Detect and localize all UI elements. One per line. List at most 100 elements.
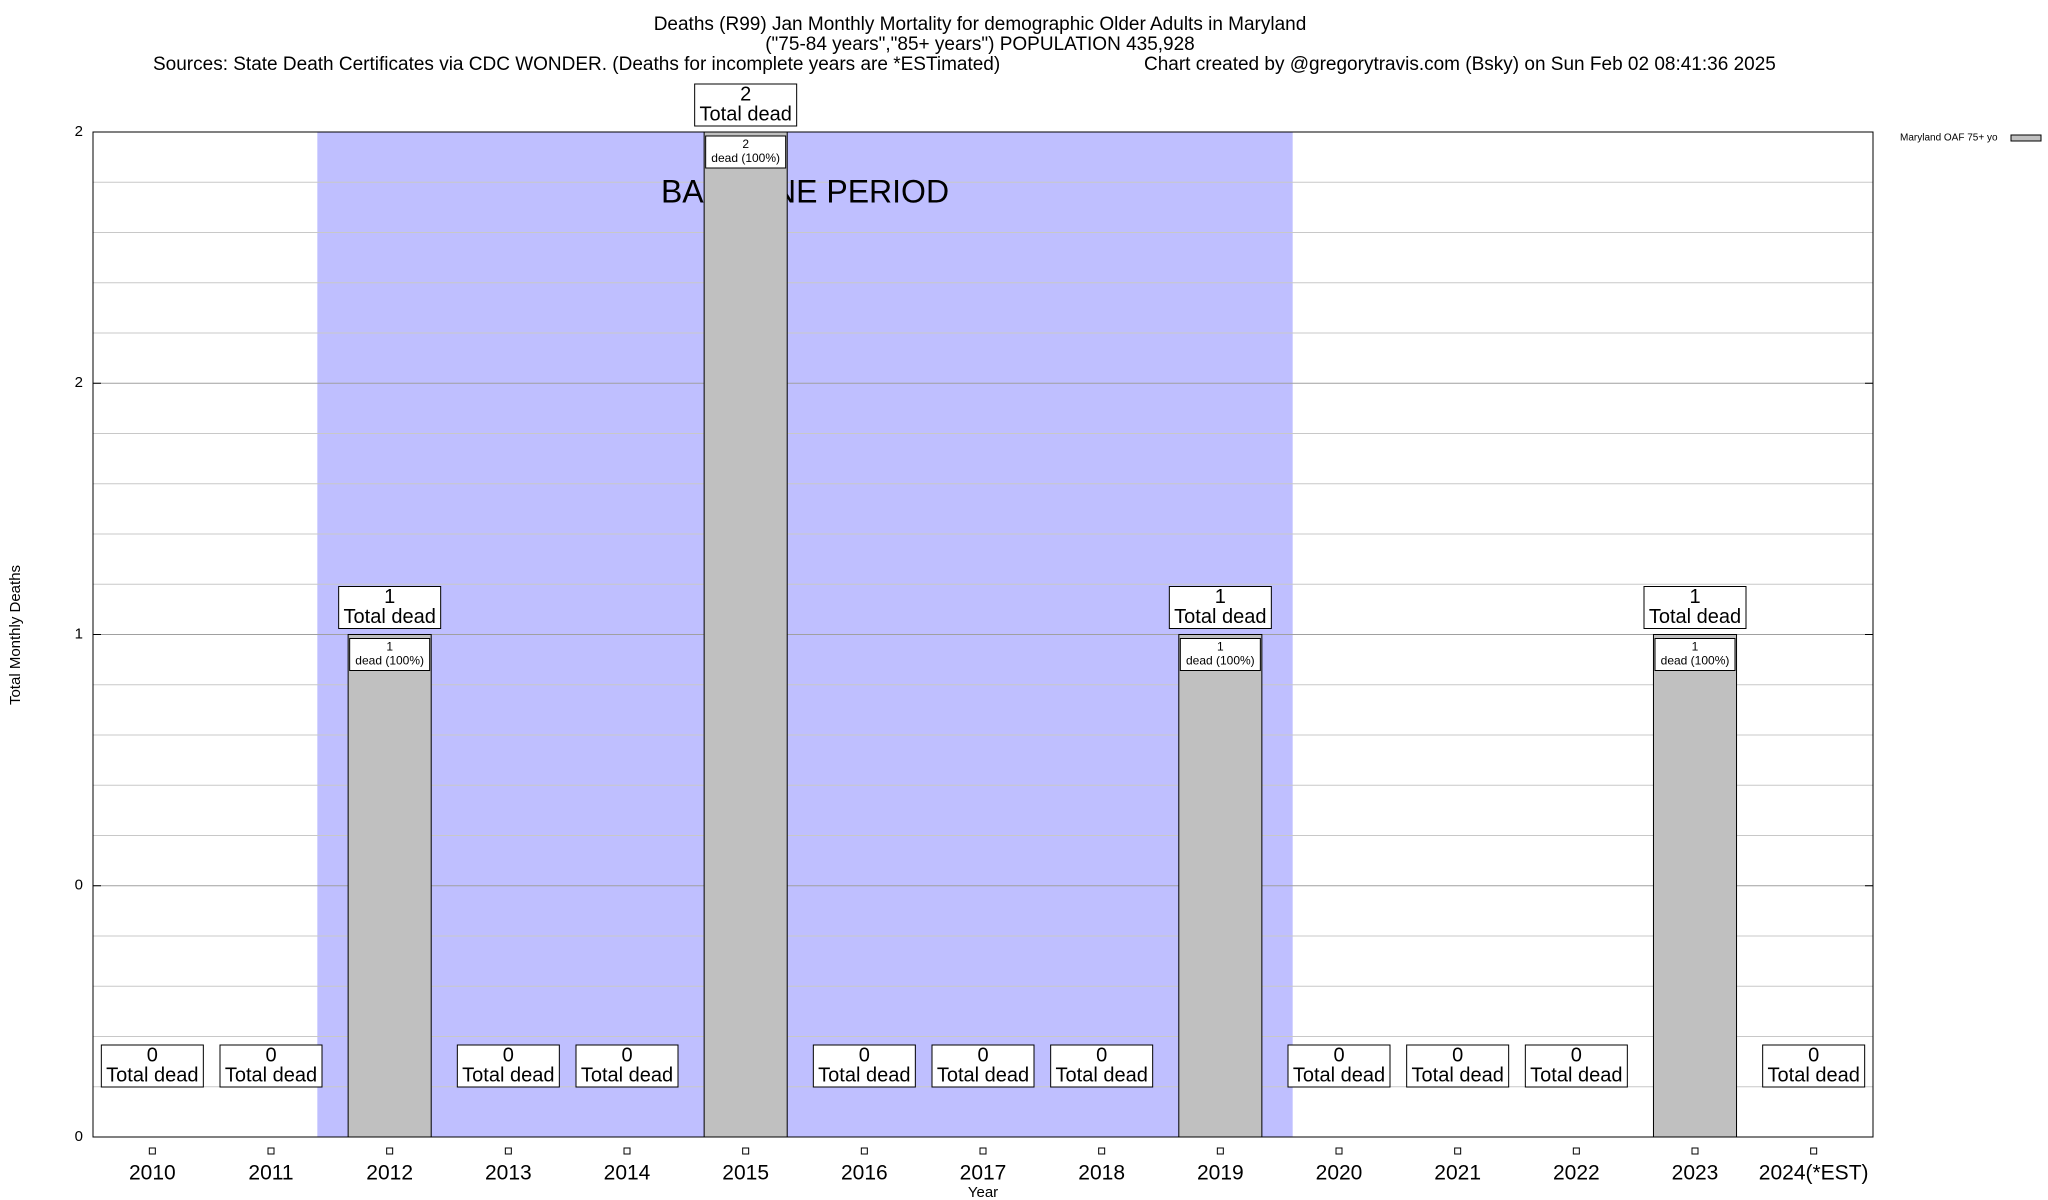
x-tick-label: 2020 — [1316, 1162, 1363, 1185]
bar — [347, 634, 432, 1138]
segment-label: dead (100%) — [1186, 654, 1255, 668]
total-label-box — [1406, 1044, 1510, 1088]
x-tick-label: 2022 — [1553, 1162, 1600, 1185]
x-tick — [742, 1147, 750, 1155]
total-label-box — [575, 1044, 679, 1088]
y-tick-label: 2 — [75, 123, 83, 140]
x-tick — [1572, 1147, 1580, 1155]
total-label-box — [338, 586, 442, 629]
total-label: Total dead — [1293, 1064, 1385, 1086]
total-label-box — [931, 1044, 1035, 1088]
x-tick-label: 2017 — [960, 1162, 1007, 1185]
total-value-label: 0 — [1452, 1044, 1463, 1066]
total-label: Total dead — [700, 103, 792, 125]
total-label: Total dead — [106, 1064, 198, 1086]
total-label-box — [694, 83, 798, 127]
x-axis-label: Year — [968, 1184, 998, 1200]
plot-frame — [92, 131, 1874, 1138]
total-label-box — [456, 1044, 560, 1088]
x-tick-label: 2019 — [1197, 1162, 1244, 1185]
total-label-box — [1524, 1044, 1628, 1088]
x-tick-label: 2023 — [1672, 1162, 1719, 1185]
total-label: Total dead — [818, 1064, 910, 1086]
x-tick-label: 2013 — [485, 1162, 532, 1185]
legend-label: Maryland OAF 75+ yo — [1900, 133, 1998, 144]
x-tick — [504, 1147, 512, 1155]
legend-swatch — [2010, 134, 2042, 142]
segment-value-label: 2 — [742, 137, 749, 151]
segment-label-box — [705, 135, 787, 169]
x-tick — [1216, 1147, 1224, 1155]
total-value-label: 1 — [1689, 586, 1700, 608]
segment-label-box — [1179, 638, 1261, 671]
total-label-box — [1643, 586, 1747, 629]
segment-label: dead (100%) — [355, 654, 424, 668]
total-label-box — [1050, 1044, 1154, 1088]
total-label: Total dead — [1174, 606, 1266, 628]
x-tick-label: 2018 — [1078, 1162, 1125, 1185]
x-tick-label: 2016 — [841, 1162, 888, 1185]
x-tick-label: 2010 — [129, 1162, 176, 1185]
x-tick-label: 2024(*EST) — [1759, 1162, 1869, 1185]
chart-title: Deaths (R99) Jan Monthly Mortality for d… — [654, 14, 1307, 35]
segment-label-box — [1654, 638, 1736, 671]
x-tick — [979, 1147, 987, 1155]
bar — [1178, 634, 1263, 1138]
x-tick — [148, 1147, 156, 1155]
total-label: Total dead — [937, 1064, 1029, 1086]
total-label: Total dead — [1530, 1064, 1622, 1086]
total-label-box — [1287, 1044, 1391, 1088]
total-value-label: 0 — [147, 1044, 158, 1066]
total-value-label: 0 — [503, 1044, 514, 1066]
total-label: Total dead — [1768, 1064, 1860, 1086]
total-value-label: 1 — [1215, 586, 1226, 608]
x-tick — [1454, 1147, 1462, 1155]
total-label-box — [812, 1044, 916, 1088]
segment-value-label: 1 — [1217, 640, 1224, 654]
segment-label: dead (100%) — [711, 151, 780, 165]
total-label: Total dead — [462, 1064, 554, 1086]
total-label-box — [100, 1044, 204, 1088]
total-value-label: 1 — [384, 586, 395, 608]
total-value-label: 0 — [977, 1044, 988, 1066]
x-tick — [860, 1147, 868, 1155]
total-value-label: 0 — [265, 1044, 276, 1066]
x-tick — [1810, 1147, 1818, 1155]
total-label: Total dead — [225, 1064, 317, 1086]
x-tick-label: 2014 — [604, 1162, 651, 1185]
total-value-label: 0 — [1333, 1044, 1344, 1066]
total-label: Total dead — [1056, 1064, 1148, 1086]
x-tick — [1691, 1147, 1699, 1155]
y-tick-label: 0 — [75, 877, 83, 894]
total-value-label: 0 — [859, 1044, 870, 1066]
x-tick — [267, 1147, 275, 1155]
credit: Chart created by @gregorytravis.com (Bsk… — [1144, 54, 1776, 75]
y-tick-label: 0 — [75, 1128, 83, 1145]
total-value-label: 0 — [1096, 1044, 1107, 1066]
total-label-box — [1168, 586, 1272, 629]
total-value-label: 0 — [1808, 1044, 1819, 1066]
y-axis-label: Total Monthly Deaths — [7, 565, 24, 705]
bar — [703, 131, 788, 1138]
x-tick-label: 2012 — [366, 1162, 413, 1185]
total-value-label: 0 — [1571, 1044, 1582, 1066]
sources: Sources: State Death Certificates via CD… — [153, 54, 1000, 75]
total-label: Total dead — [1412, 1064, 1504, 1086]
segment-label-box — [349, 638, 431, 671]
total-label: Total dead — [344, 606, 436, 628]
x-tick — [386, 1147, 394, 1155]
x-tick-label: 2011 — [248, 1162, 293, 1185]
total-label-box — [1762, 1044, 1866, 1088]
y-tick-label: 2 — [75, 374, 83, 391]
x-tick-label: 2015 — [722, 1162, 769, 1185]
y-tick-label: 1 — [75, 625, 83, 642]
chart-subtitle: ("75-84 years","85+ years") POPULATION 4… — [765, 34, 1195, 55]
segment-label: dead (100%) — [1661, 654, 1730, 668]
bar — [1652, 634, 1738, 1138]
total-value-label: 2 — [740, 83, 751, 105]
x-tick-label: 2021 — [1434, 1162, 1481, 1185]
total-label: Total dead — [1649, 606, 1741, 628]
x-tick — [623, 1147, 631, 1155]
total-label: Total dead — [581, 1064, 673, 1086]
